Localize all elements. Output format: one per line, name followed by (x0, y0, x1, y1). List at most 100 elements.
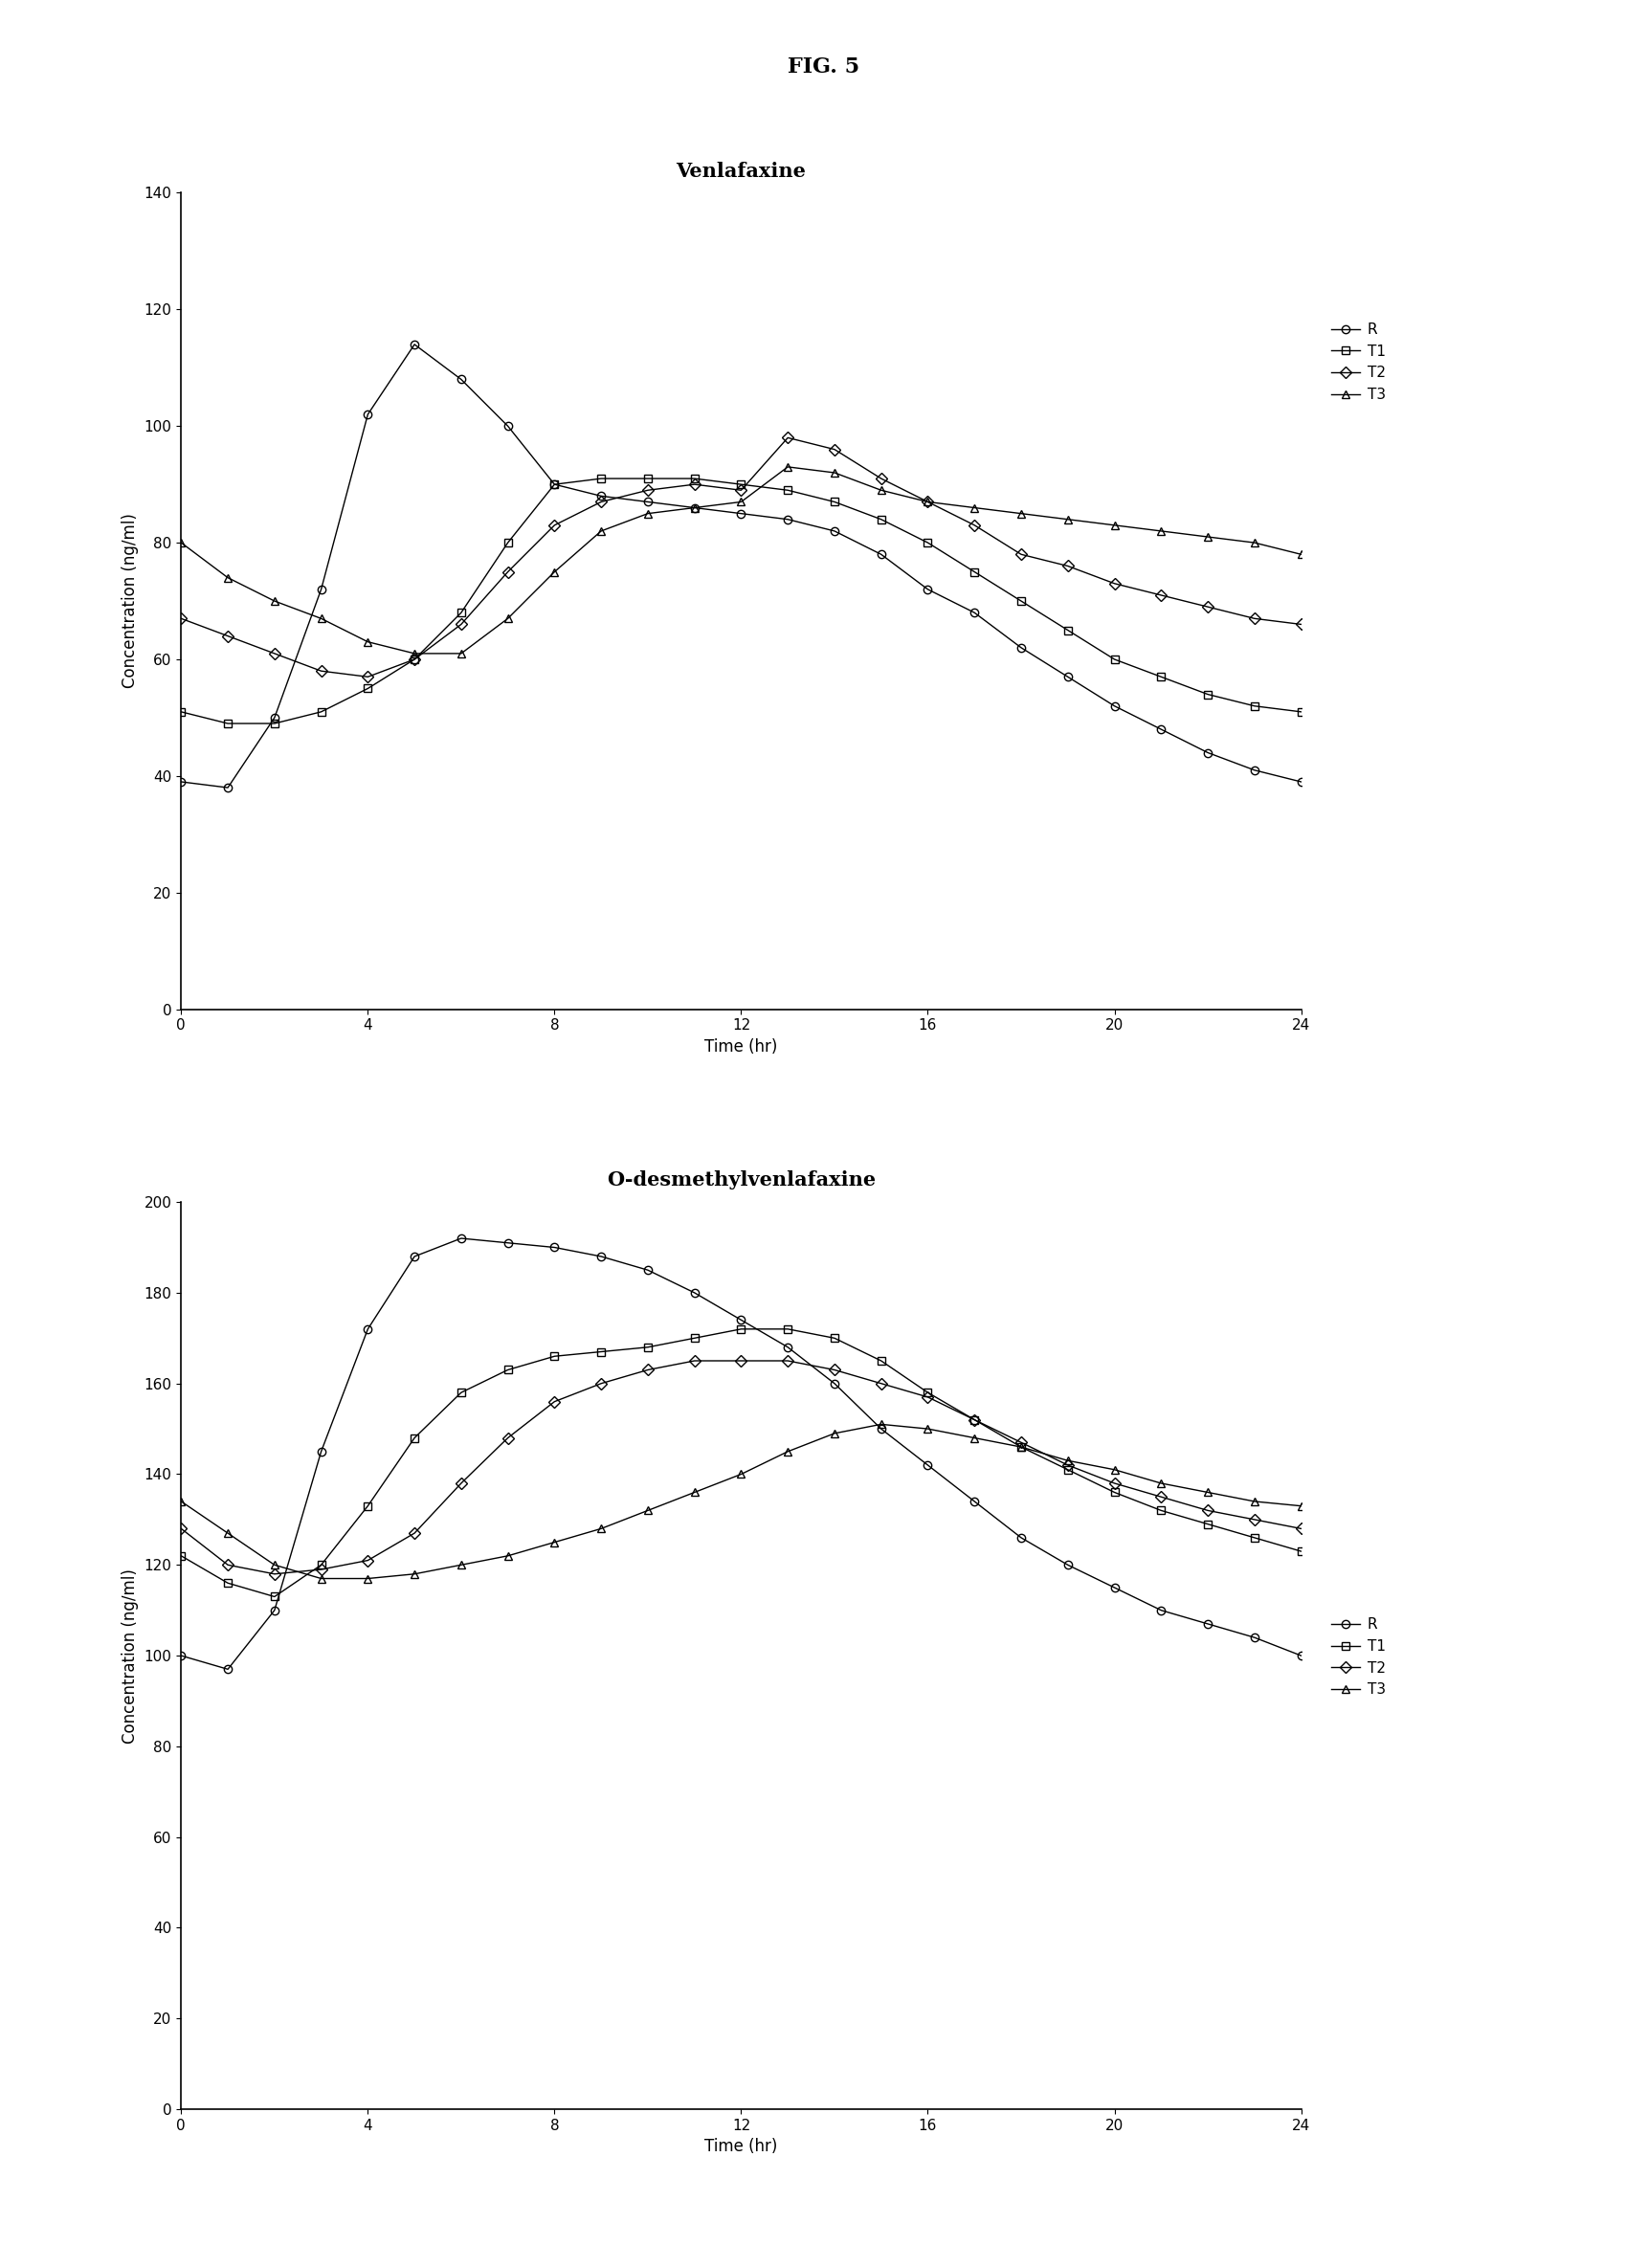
T3 (451, 1551, 471, 1579)
R (917, 576, 937, 603)
T2 (591, 1370, 611, 1397)
T1 (1105, 1479, 1125, 1506)
T3 (405, 640, 425, 667)
R (311, 1438, 331, 1465)
T2 (1057, 553, 1077, 581)
R (1105, 692, 1125, 719)
T3 (825, 1420, 845, 1447)
T1 (685, 1325, 705, 1352)
R (591, 1243, 611, 1270)
R (451, 1225, 471, 1252)
T3 (965, 1424, 985, 1452)
T2 (1197, 594, 1217, 621)
T1 (825, 488, 845, 515)
T3 (311, 1565, 331, 1592)
T1 (545, 472, 565, 499)
T2 (545, 1388, 565, 1415)
T3 (685, 494, 705, 522)
Y-axis label: Concentration (ng/ml): Concentration (ng/ml) (122, 1567, 138, 1744)
R (1011, 635, 1031, 662)
T2 (637, 476, 657, 503)
T2 (637, 1356, 657, 1383)
T2 (685, 1347, 705, 1374)
T2 (591, 488, 611, 515)
T1 (825, 1325, 845, 1352)
T3 (685, 1479, 705, 1506)
R (1057, 662, 1077, 689)
T1 (1245, 692, 1265, 719)
R (965, 1488, 985, 1515)
T1 (1291, 1538, 1311, 1565)
R (917, 1452, 937, 1479)
Line: T2: T2 (178, 1356, 1304, 1579)
T2 (965, 1406, 985, 1433)
T1 (731, 1315, 751, 1343)
T3 (591, 1515, 611, 1542)
R (637, 1256, 657, 1284)
T1 (1011, 587, 1031, 615)
R (731, 499, 751, 526)
R (685, 1279, 705, 1306)
T1 (777, 1315, 797, 1343)
T3 (731, 488, 751, 515)
T2 (731, 1347, 751, 1374)
R (497, 413, 517, 440)
R (171, 1642, 191, 1669)
R (1011, 1524, 1031, 1551)
T1 (777, 476, 797, 503)
T2 (965, 513, 985, 540)
Line: T1: T1 (178, 1325, 1304, 1601)
T1 (311, 1551, 331, 1579)
R (217, 773, 237, 801)
T2 (1011, 540, 1031, 567)
T1 (965, 558, 985, 585)
T3 (1011, 499, 1031, 526)
R (357, 401, 377, 429)
T3 (545, 558, 565, 585)
T1 (171, 699, 191, 726)
T1 (731, 472, 751, 499)
T2 (217, 1551, 237, 1579)
T1 (591, 465, 611, 492)
T3 (497, 1542, 517, 1569)
Line: R: R (178, 1234, 1304, 1674)
R (1151, 1597, 1171, 1624)
T1 (497, 1356, 517, 1383)
T2 (171, 1515, 191, 1542)
T2 (497, 558, 517, 585)
R (357, 1315, 377, 1343)
T2 (1105, 569, 1125, 596)
R (685, 494, 705, 522)
Legend: R, T1, T2, T3: R, T1, T2, T3 (1331, 1617, 1385, 1696)
T3 (265, 587, 285, 615)
R (217, 1656, 237, 1683)
T3 (1105, 1456, 1125, 1483)
T3 (545, 1529, 565, 1556)
R (171, 769, 191, 796)
Line: T1: T1 (178, 474, 1304, 728)
T2 (171, 606, 191, 633)
T2 (265, 640, 285, 667)
T2 (871, 1370, 891, 1397)
R (1245, 758, 1265, 785)
T2 (917, 1383, 937, 1411)
R (731, 1306, 751, 1334)
T2 (217, 621, 237, 649)
R (825, 1370, 845, 1397)
T3 (917, 1415, 937, 1442)
T1 (357, 1492, 377, 1520)
T2 (1245, 1506, 1265, 1533)
T2 (777, 1347, 797, 1374)
R (1291, 769, 1311, 796)
T2 (731, 476, 751, 503)
T1 (917, 528, 937, 556)
T2 (1291, 610, 1311, 637)
Y-axis label: Concentration (ng/ml): Concentration (ng/ml) (122, 513, 138, 689)
T1 (871, 506, 891, 533)
T1 (917, 1379, 937, 1406)
T3 (1291, 1492, 1311, 1520)
T1 (265, 710, 285, 737)
T3 (1197, 524, 1217, 551)
R (1105, 1574, 1125, 1601)
T3 (1245, 1488, 1265, 1515)
